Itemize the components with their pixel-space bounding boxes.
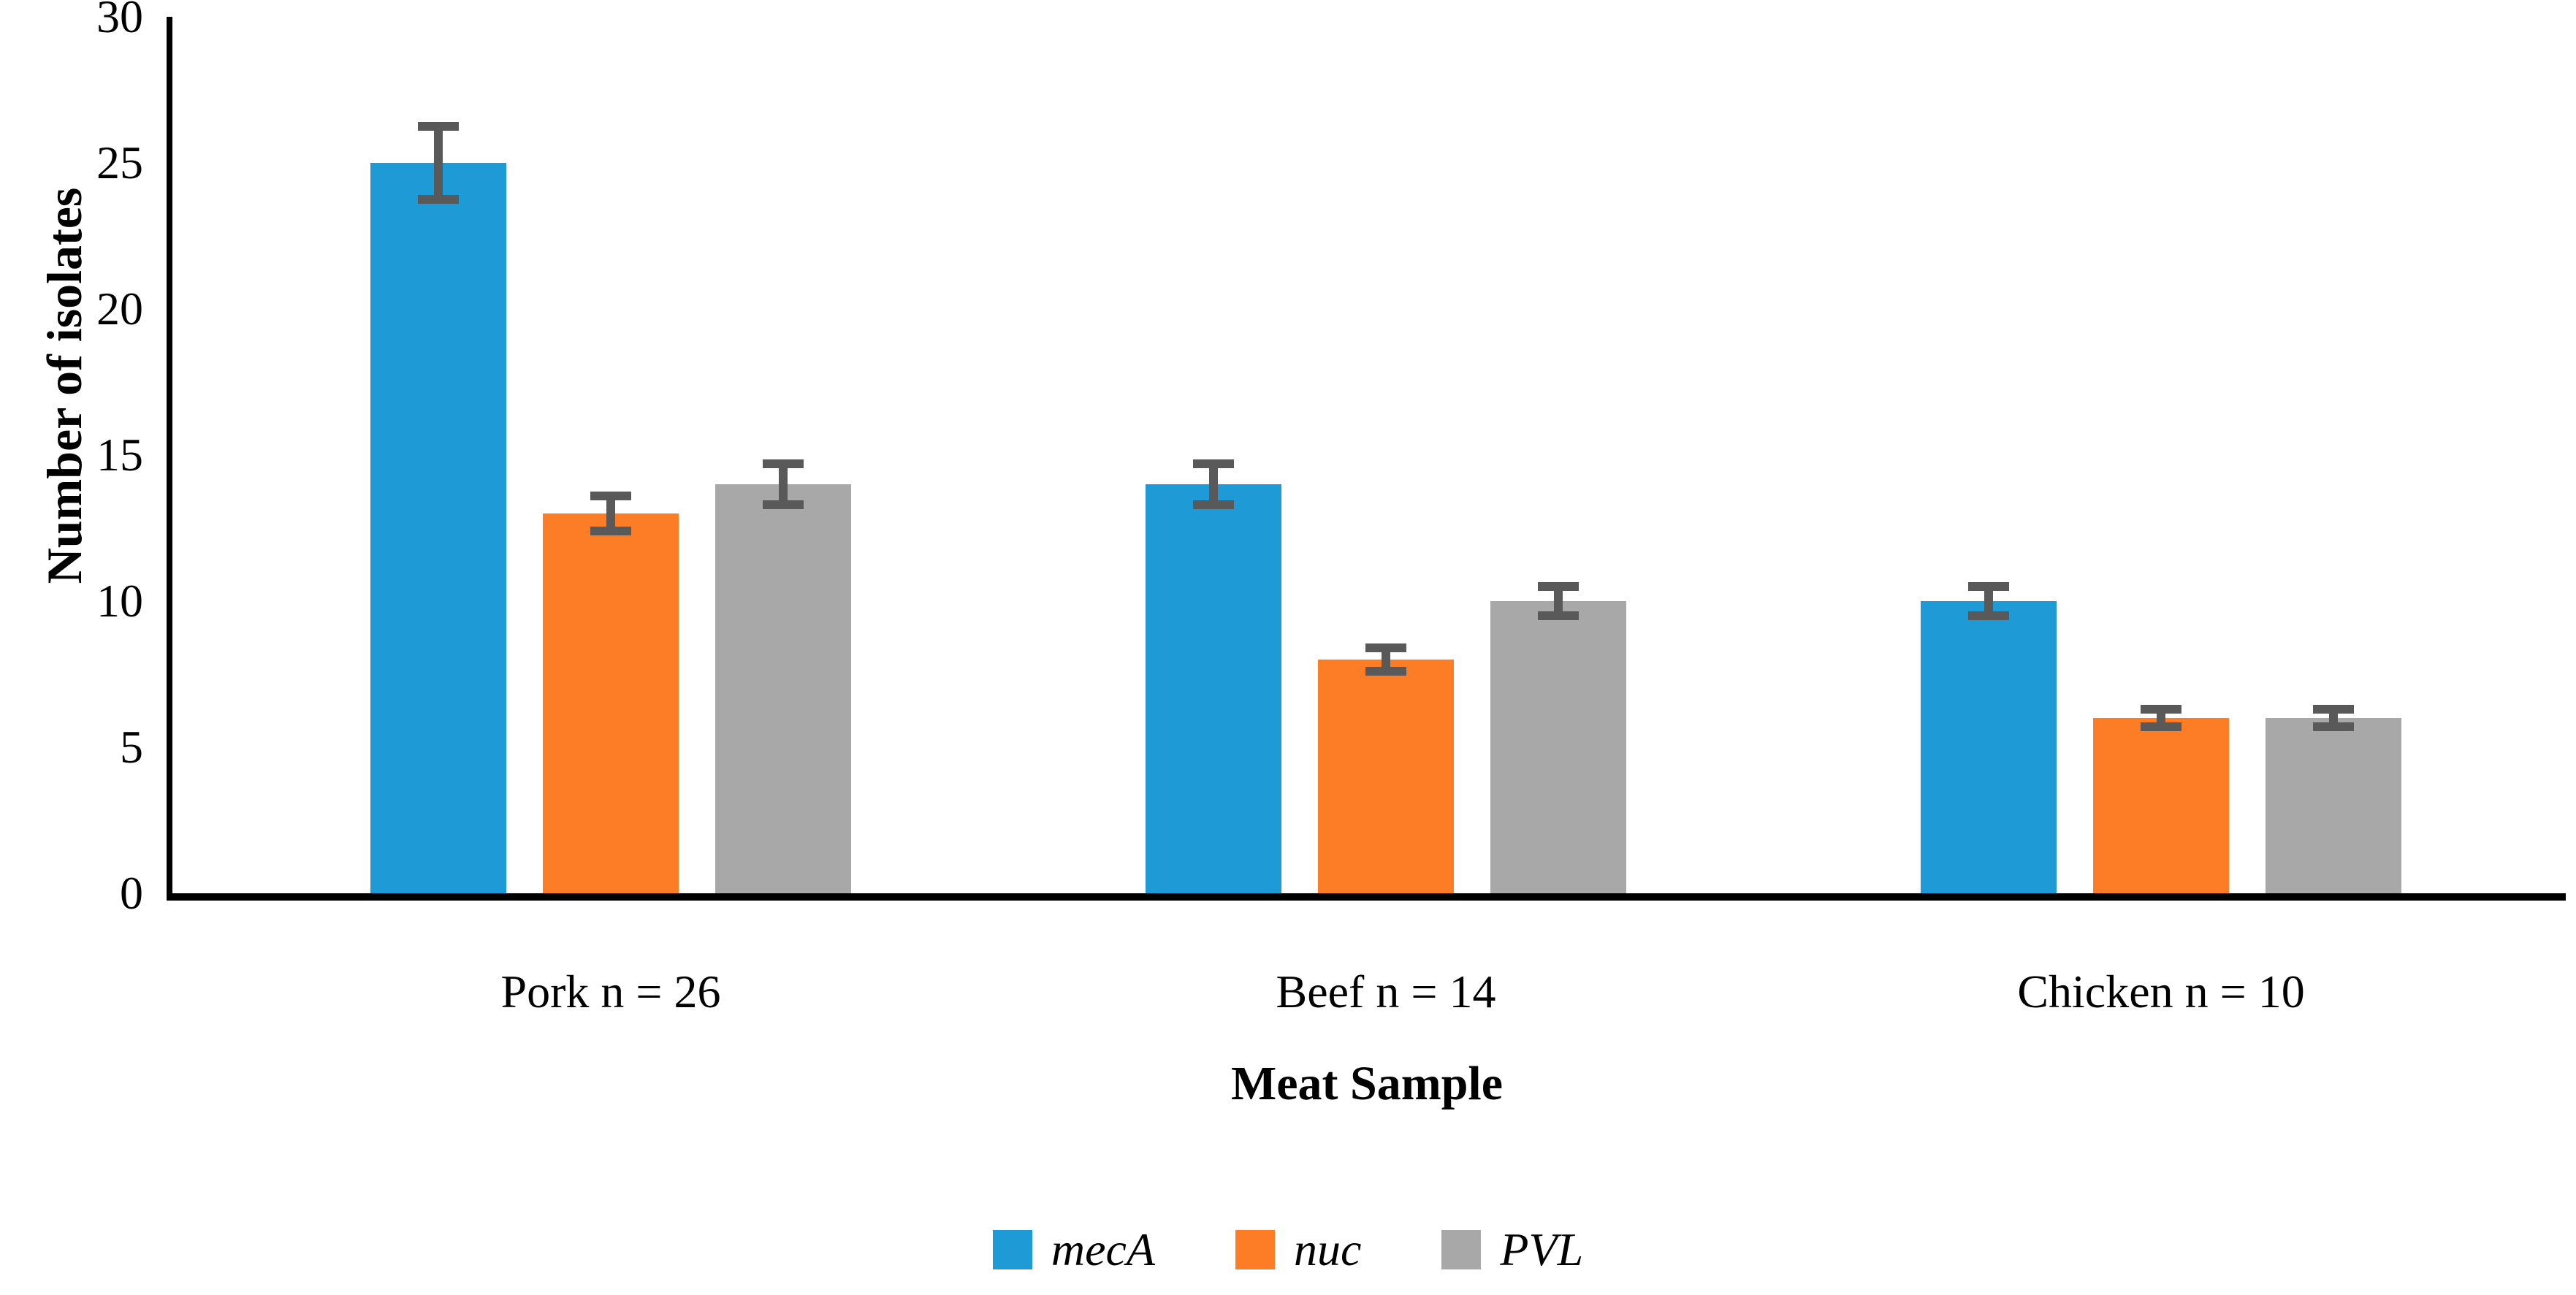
error-bar-cap-bottom-PVL-3 [2313,722,2354,731]
bar-PVL-2 [1490,601,1626,893]
error-bar-cap-top-nuc-2 [1365,643,1406,652]
y-tick-label-10: 10 [96,575,143,627]
y-tick-label-30: 30 [96,0,143,42]
x-category-label-3: Chicken n = 10 [2017,966,2305,1017]
legend-label-PVL: PVL [1500,1223,1584,1275]
x-axis-line [167,893,2566,901]
error-bar-cap-top-nuc-1 [590,492,631,500]
x-category-label-1: Pork n = 26 [500,966,721,1017]
legend-swatch-PVL [1441,1230,1482,1269]
error-bar-cap-top-PVL-3 [2313,705,2354,714]
bar-mecA-3 [1921,601,2057,893]
legend-swatch-mecA [992,1230,1032,1269]
legend-item-mecA: mecA [992,1223,1155,1275]
y-axis-line [167,17,172,901]
y-tick-label-25: 25 [96,137,143,188]
chart-legend: mecA nuc PVL [0,1224,2576,1275]
error-bar-cap-top-PVL-2 [1538,582,1579,591]
error-bar-cap-bottom-nuc-2 [1365,667,1406,676]
error-bar-PVL-2 [1554,587,1563,616]
error-bar-mecA-2 [1209,464,1218,505]
error-bar-cap-top-PVL-1 [763,459,804,468]
y-tick-label-15: 15 [96,429,143,481]
error-bar-cap-bottom-nuc-1 [590,527,631,535]
legend-item-PVL: PVL [1441,1224,1583,1275]
error-bar-cap-bottom-PVL-2 [1538,611,1579,620]
bar-nuc-3 [2093,718,2229,893]
error-bar-mecA-1 [434,126,443,199]
y-tick-label-5: 5 [120,721,143,773]
error-bar-cap-bottom-mecA-1 [418,195,459,204]
legend-label-mecA: mecA [1051,1223,1155,1275]
error-bar-cap-top-nuc-3 [2141,705,2181,714]
error-bar-cap-bottom-mecA-2 [1193,500,1234,509]
error-bar-nuc-1 [606,496,615,531]
bar-nuc-1 [543,513,679,893]
legend-swatch-nuc [1235,1230,1275,1269]
error-bar-cap-bottom-mecA-3 [1968,611,2009,620]
error-bar-PVL-1 [779,464,788,505]
bar-mecA-1 [370,163,506,893]
error-bar-nuc-2 [1382,648,1390,671]
y-tick-label-0: 0 [120,867,143,919]
error-bar-cap-bottom-nuc-3 [2141,722,2181,731]
error-bar-mecA-3 [1984,587,1993,616]
x-axis-title: Meat Sample [1230,1057,1504,1110]
error-bar-cap-bottom-PVL-1 [763,500,804,509]
bar-mecA-2 [1146,484,1281,893]
x-category-label-2: Beef n = 14 [1276,966,1496,1017]
y-tick-label-20: 20 [96,283,143,335]
bar-PVL-1 [715,484,851,893]
legend-label-nuc: nuc [1293,1223,1362,1275]
bar-nuc-2 [1318,660,1454,893]
bar-PVL-3 [2266,718,2401,893]
error-bar-cap-top-mecA-3 [1968,582,2009,591]
error-bar-cap-top-mecA-2 [1193,459,1234,468]
error-bar-cap-top-mecA-1 [418,122,459,131]
legend-item-nuc: nuc [1235,1224,1361,1275]
